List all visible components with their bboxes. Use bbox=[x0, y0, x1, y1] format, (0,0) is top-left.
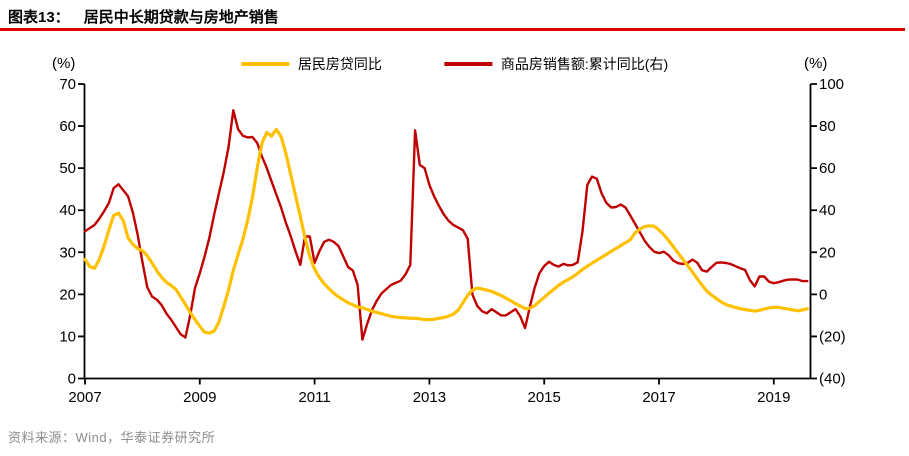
tick-label: 2015 bbox=[528, 389, 561, 406]
source-note: 资料来源：Wind，华泰证券研究所 bbox=[8, 430, 216, 445]
chart-legend: 居民房贷同比 商品房销售额:累计同比(右) bbox=[240, 54, 669, 74]
housing-sales-yoy-line bbox=[83, 109, 809, 341]
tick-label: 40 bbox=[59, 202, 76, 219]
tick-label: 2007 bbox=[68, 389, 101, 406]
tick-label: 80 bbox=[819, 118, 836, 135]
tick-label: 40 bbox=[819, 202, 836, 219]
legend-swatch-icon bbox=[240, 62, 289, 66]
tick-label: 0 bbox=[819, 286, 827, 303]
tick-label: 70 bbox=[59, 76, 76, 93]
chart-header: 图表13： 居民中长期贷款与房地产销售 bbox=[8, 6, 279, 27]
tick-label: (20) bbox=[819, 328, 846, 345]
tick-label: 2019 bbox=[757, 389, 790, 406]
tick-label: 20 bbox=[59, 286, 76, 303]
tick-label: 2017 bbox=[642, 389, 675, 406]
tick-label: 60 bbox=[819, 160, 836, 177]
figure-number-label: 图表13： bbox=[8, 9, 70, 26]
axis-tick-labels: 0 10 20 30 40 50 60 70 (40) (20) 0 20 40 60 80 100 2007 2… bbox=[59, 76, 845, 406]
tick-label: 30 bbox=[59, 244, 76, 261]
tick-label: 2009 bbox=[183, 389, 216, 406]
tick-label: 100 bbox=[819, 76, 844, 93]
mortgage-yoy-line bbox=[83, 127, 809, 335]
tick-label: 60 bbox=[59, 118, 76, 135]
legend-label: 商品房销售额:累计同比(右) bbox=[500, 56, 669, 72]
right-axis-unit: (%) bbox=[804, 55, 828, 72]
tick-label: 50 bbox=[59, 160, 76, 177]
tick-label: 10 bbox=[59, 328, 76, 345]
legend-swatch-icon bbox=[443, 62, 492, 66]
tick-label: 20 bbox=[819, 244, 836, 261]
title-underline bbox=[0, 28, 905, 31]
tick-label: 2011 bbox=[298, 389, 330, 406]
tick-label: 0 bbox=[68, 371, 76, 388]
tick-label: (40) bbox=[819, 371, 846, 388]
chart-title: 居民中长期贷款与房地产销售 bbox=[83, 9, 279, 26]
tick-label: 2013 bbox=[413, 389, 446, 406]
legend-label: 居民房贷同比 bbox=[297, 56, 382, 72]
axis-lines bbox=[78, 83, 817, 385]
left-axis-unit: (%) bbox=[52, 55, 76, 72]
axes bbox=[78, 83, 817, 385]
legend-item-1: 商品房销售额:累计同比(右) bbox=[443, 54, 669, 74]
series-lines bbox=[83, 109, 809, 341]
legend-item-0: 居民房贷同比 bbox=[240, 54, 382, 74]
